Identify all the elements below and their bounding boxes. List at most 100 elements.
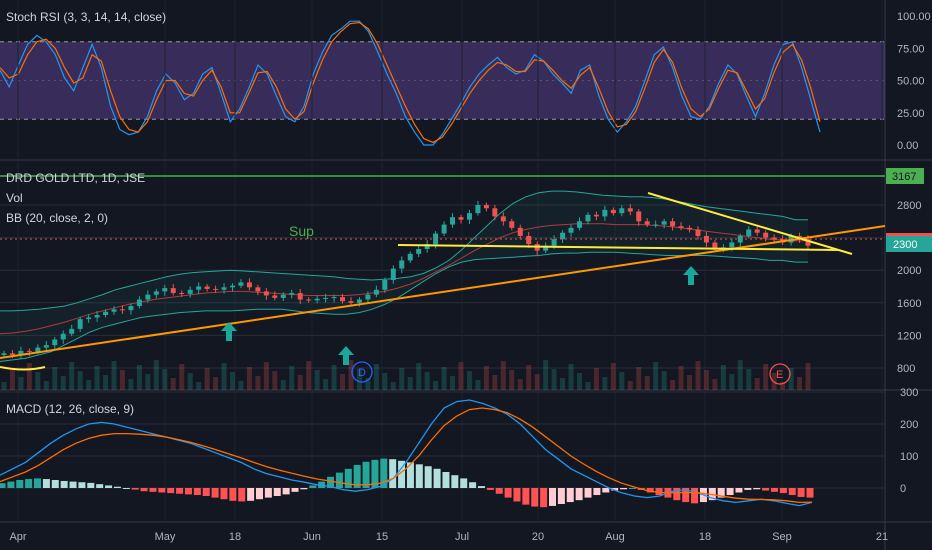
macd-histogram-bar	[255, 488, 263, 500]
macd-histogram-bar	[300, 488, 308, 490]
volume-bar	[483, 366, 489, 390]
candle-body	[729, 242, 735, 248]
macd-histogram-bar	[655, 488, 663, 496]
volume-bar	[407, 377, 413, 390]
volume-bar	[26, 363, 32, 390]
macd-histogram-bar	[762, 488, 770, 491]
volume-bar	[416, 363, 422, 390]
up-arrow	[683, 266, 699, 285]
price-tick-label: 1200	[897, 330, 921, 342]
candle-body	[373, 289, 379, 295]
macd-histogram-bar	[717, 488, 725, 498]
price-tick-label: 2800	[897, 200, 921, 212]
start-arc	[0, 366, 46, 371]
volume-bar	[77, 371, 83, 390]
macd-histogram-bar	[238, 488, 246, 502]
candle-body	[475, 205, 481, 214]
macd-histogram-bar	[229, 488, 237, 501]
candle-body	[585, 214, 591, 222]
rsi-d-line	[0, 21, 821, 144]
volume-bar	[602, 377, 608, 390]
candle-body	[263, 291, 269, 296]
macd-histogram-bar	[540, 488, 548, 508]
volume-bar	[323, 379, 329, 390]
candle-body	[306, 299, 312, 301]
volume-bar	[43, 381, 49, 390]
volume-bar	[145, 374, 151, 390]
macd-histogram-bar	[797, 488, 805, 497]
macd-histogram-bar	[770, 488, 778, 492]
volume-bar	[1, 382, 7, 390]
candle-body	[568, 227, 574, 233]
macd-histogram-bar	[202, 488, 210, 496]
candle-body	[136, 299, 142, 307]
macd-histogram-bar	[424, 466, 432, 488]
candle-body	[111, 309, 117, 312]
candle-body	[94, 315, 100, 318]
volume-bar	[365, 378, 371, 390]
volume-bar	[35, 372, 41, 390]
macd-histogram-bar	[398, 460, 406, 488]
volume-bar	[18, 377, 24, 390]
candle-body	[500, 216, 506, 222]
macd-histogram-bar	[504, 488, 512, 498]
candle-body	[60, 333, 66, 340]
candle-body	[678, 226, 684, 228]
candle-body	[213, 288, 219, 290]
candle-body	[695, 229, 701, 236]
volume-bar	[348, 360, 354, 390]
volume-bar	[712, 379, 718, 390]
candle-body	[356, 299, 362, 303]
candle-body	[272, 295, 278, 298]
x-axis-label: Jun	[303, 531, 321, 543]
macd-histogram-bar	[451, 475, 459, 488]
macd-histogram-bar	[415, 464, 423, 488]
volume-bar	[551, 369, 557, 390]
macd-histogram-bar	[69, 481, 77, 488]
price-tick-label: 2000	[897, 265, 921, 277]
volume-bar	[687, 375, 693, 390]
macd-histogram-bar	[193, 488, 201, 496]
candle-body	[340, 297, 346, 302]
x-axis-label: 18	[229, 531, 241, 543]
volume-bar	[424, 372, 430, 390]
candle-body	[509, 221, 515, 228]
resistance-badge-bg	[886, 168, 924, 184]
macd-histogram-bar	[60, 480, 68, 488]
macd-histogram-bar	[442, 472, 450, 488]
volume-bar	[433, 381, 439, 390]
volume-bar	[390, 382, 396, 390]
macd-histogram-bar	[0, 483, 6, 488]
rsi-k-line	[0, 20, 821, 146]
volume-bar	[695, 361, 701, 390]
price-tick-label: 800	[897, 363, 915, 375]
candle-body	[255, 287, 261, 292]
macd-histogram-bar	[184, 488, 192, 495]
macd-histogram-bar	[327, 476, 335, 488]
candle-body	[77, 319, 83, 329]
x-axis-label: 18	[699, 531, 711, 543]
volume-bar	[86, 380, 92, 390]
candle-body	[1, 353, 7, 355]
rsi-tick-label: 25.00	[897, 108, 925, 120]
macd-histogram-bar	[673, 488, 681, 501]
volume-bar	[187, 373, 193, 390]
macd-histogram-bar	[131, 488, 139, 490]
macd-histogram-bar	[477, 486, 485, 488]
candle-body	[441, 224, 447, 234]
candle-body	[653, 224, 659, 226]
volume-bar	[196, 382, 202, 390]
candle-body	[289, 293, 295, 295]
rsi-band	[0, 41, 885, 120]
macd-histogram-bar	[16, 480, 24, 488]
volume-bar	[763, 364, 769, 390]
volume-bar	[119, 370, 125, 390]
candle-body	[365, 294, 371, 300]
candle-body	[153, 291, 159, 295]
x-axis-label: 15	[376, 531, 388, 543]
volume-bar	[458, 362, 464, 390]
macd-histogram-bar	[220, 488, 228, 500]
volume-bar	[272, 371, 278, 390]
volume-bar	[636, 367, 642, 390]
